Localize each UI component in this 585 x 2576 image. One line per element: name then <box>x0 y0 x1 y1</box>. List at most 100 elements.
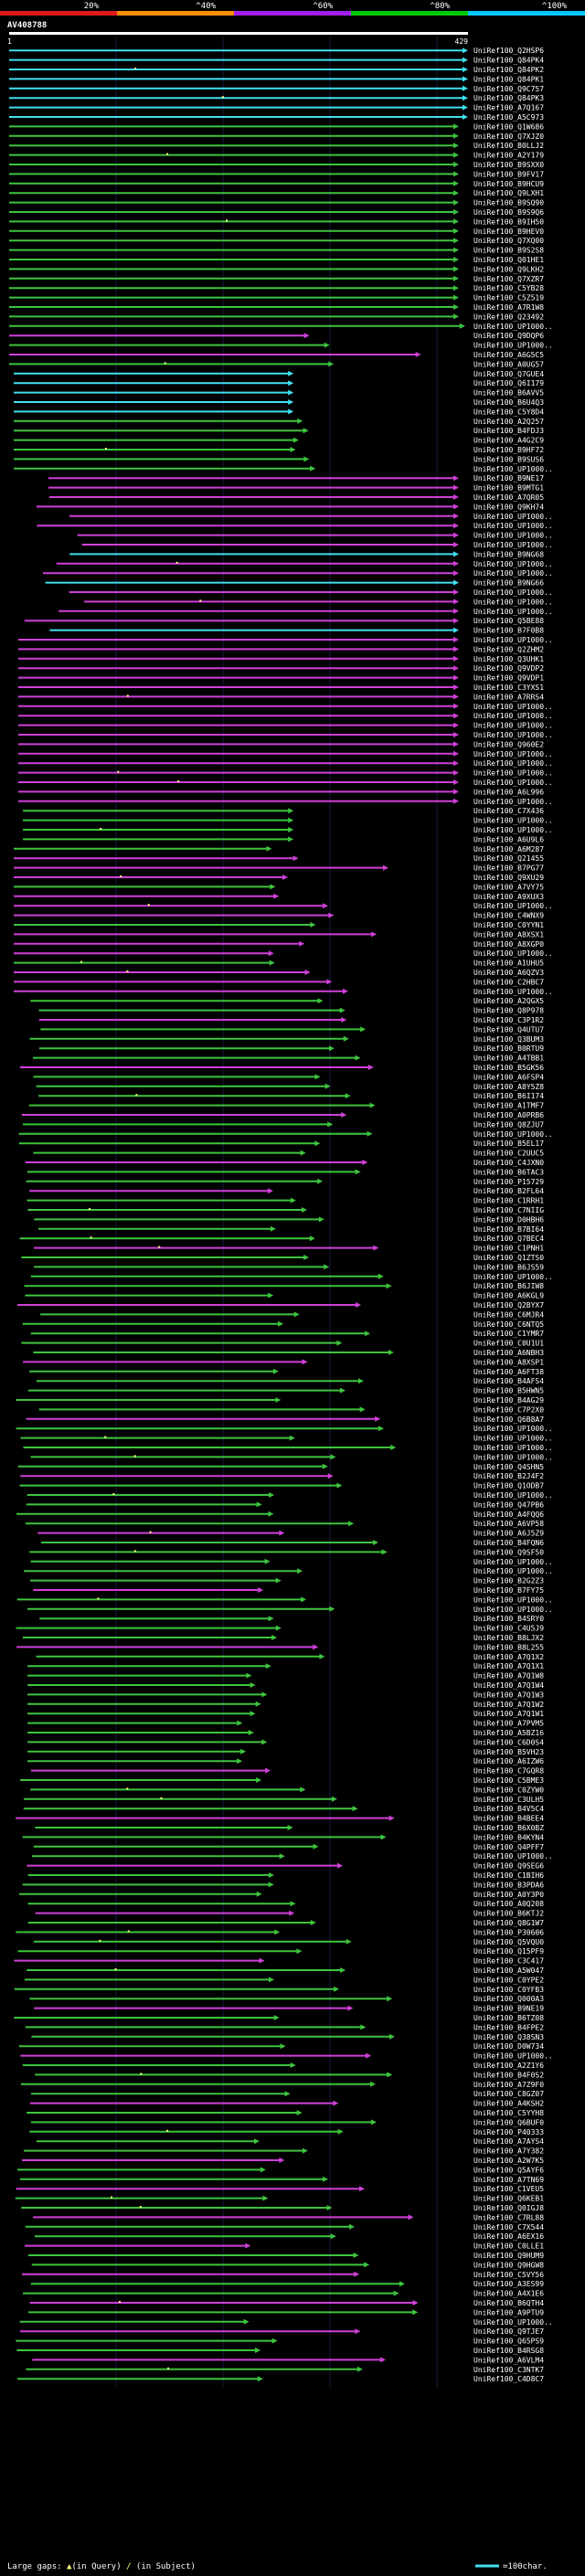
hit-label[interactable]: UniRef100_B7FY75 <box>473 1586 544 1595</box>
hit-label[interactable]: UniRef100_B3PDA6 <box>473 1881 544 1889</box>
hit-label[interactable]: UniRef100_B9HCU9 <box>473 180 544 188</box>
hit-label[interactable]: UniRef100_B6U4Q3 <box>473 398 544 407</box>
hit-label[interactable]: UniRef100_B2FL64 <box>473 1187 544 1195</box>
hit-label[interactable]: UniRef100_B5EL17 <box>473 1140 544 1148</box>
hit-label[interactable]: UniRef100_UP1000.. <box>473 949 553 958</box>
hit-label[interactable]: UniRef100_UP1000.. <box>473 1852 553 1860</box>
hit-label[interactable]: UniRef100_UP1000.. <box>473 560 553 568</box>
hit-label[interactable]: UniRef100_B4AFS4 <box>473 1377 544 1385</box>
hit-label[interactable]: UniRef100_B9HEV0 <box>473 228 544 236</box>
hit-label[interactable]: UniRef100_A4G2C9 <box>473 437 544 445</box>
hit-label[interactable]: UniRef100_B6AVV5 <box>473 389 544 398</box>
hit-label[interactable]: UniRef100_B6JS59 <box>473 1263 544 1271</box>
hit-label[interactable]: UniRef100_A7PVM5 <box>473 1720 544 1728</box>
hit-label[interactable]: UniRef100_P40333 <box>473 2128 544 2136</box>
hit-label[interactable]: UniRef100_UP1000.. <box>473 532 553 540</box>
hit-label[interactable]: UniRef100_C1YMR7 <box>473 1330 544 1338</box>
hit-label[interactable]: UniRef100_Q9TJE7 <box>473 2327 544 2336</box>
hit-label[interactable]: UniRef100_A7AYS4 <box>473 2137 544 2146</box>
hit-label[interactable]: UniRef100_P15729 <box>473 1178 544 1186</box>
hit-label[interactable]: UniRef100_A6M287 <box>473 845 544 853</box>
hit-label[interactable]: UniRef100_A3ES99 <box>473 2280 544 2288</box>
hit-label[interactable]: UniRef100_A5W047 <box>473 1966 544 1975</box>
hit-label[interactable]: UniRef100_UP1000.. <box>473 1435 553 1443</box>
hit-label[interactable]: UniRef100_Q4SHN5 <box>473 1463 544 1471</box>
hit-label[interactable]: UniRef100_C7X436 <box>473 807 544 815</box>
hit-label[interactable]: UniRef100_B4KYN4 <box>473 1833 544 1841</box>
hit-label[interactable]: UniRef100_Q2ZHM2 <box>473 645 544 653</box>
hit-label[interactable]: UniRef100_C2UUC5 <box>473 1150 544 1158</box>
hit-label[interactable]: UniRef100_C1RRH1 <box>473 1197 544 1205</box>
hit-label[interactable]: UniRef100_A2Z1Y6 <box>473 2062 544 2070</box>
hit-label[interactable]: UniRef100_UP1000.. <box>473 1130 553 1139</box>
hit-label[interactable]: UniRef100_A7Q1W4 <box>473 1681 544 1690</box>
hit-label[interactable]: UniRef100_UP1000.. <box>473 608 553 616</box>
hit-label[interactable]: UniRef100_B0RTU9 <box>473 1044 544 1053</box>
hit-label[interactable]: UniRef100_Q000A3 <box>473 1995 544 2003</box>
hit-label[interactable]: UniRef100_UP1000.. <box>473 722 553 730</box>
hit-label[interactable]: UniRef100_B7PG77 <box>473 864 544 873</box>
hit-label[interactable]: UniRef100_A7Q1W2 <box>473 1701 544 1709</box>
hit-label[interactable]: UniRef100_Q38SN3 <box>473 2033 544 2041</box>
hit-label[interactable]: UniRef100_C6MJR4 <box>473 1310 544 1319</box>
hit-label[interactable]: UniRef100_B9NG66 <box>473 579 544 588</box>
hit-label[interactable]: UniRef100_UP1000.. <box>473 712 553 720</box>
hit-label[interactable]: UniRef100_Q9XU29 <box>473 874 544 882</box>
hit-label[interactable]: UniRef100_Q8P978 <box>473 1007 544 1015</box>
hit-label[interactable]: UniRef100_Q9VDP2 <box>473 664 544 673</box>
hit-label[interactable]: UniRef100_UP1000.. <box>473 598 553 606</box>
hit-label[interactable]: UniRef100_A6FSP4 <box>473 1073 544 1081</box>
hit-label[interactable]: UniRef100_B7BI64 <box>473 1225 544 1234</box>
hit-label[interactable]: UniRef100_Q4UTU7 <box>473 1025 544 1034</box>
hit-label[interactable]: UniRef100_Q8ZJU7 <box>473 1120 544 1129</box>
hit-label[interactable]: UniRef100_A8XSX1 <box>473 930 544 938</box>
hit-label[interactable]: UniRef100_A6KGL9 <box>473 1292 544 1300</box>
hit-label[interactable]: UniRef100_A6U9L6 <box>473 835 544 843</box>
hit-label[interactable]: UniRef100_B5VH23 <box>473 1748 544 1756</box>
hit-label[interactable]: UniRef100_UP1000.. <box>473 1606 553 1614</box>
hit-label[interactable]: UniRef100_B4SRY0 <box>473 1615 544 1623</box>
hit-label[interactable]: UniRef100_B8L255 <box>473 1643 544 1651</box>
hit-label[interactable]: UniRef100_Q47PB6 <box>473 1500 544 1509</box>
hit-label[interactable]: UniRef100_B9IH50 <box>473 217 544 226</box>
hit-label[interactable]: UniRef100_Q9C757 <box>473 85 544 93</box>
hit-label[interactable]: UniRef100_Q6I179 <box>473 379 544 387</box>
hit-label[interactable]: UniRef100_A4FQQ6 <box>473 1511 544 1519</box>
hit-label[interactable]: UniRef100_A4X1E6 <box>473 2290 544 2298</box>
hit-label[interactable]: UniRef100_Q1W686 <box>473 122 544 131</box>
hit-label[interactable]: UniRef100_A6NBH3 <box>473 1349 544 1357</box>
hit-label[interactable]: UniRef100_C5Z519 <box>473 294 544 302</box>
hit-label[interactable]: UniRef100_C4WNX9 <box>473 912 544 920</box>
hit-label[interactable]: UniRef100_P30606 <box>473 1928 544 1936</box>
hit-label[interactable]: UniRef100_C7P2X0 <box>473 1405 544 1414</box>
hit-label[interactable]: UniRef100_B4AG29 <box>473 1396 544 1405</box>
hit-label[interactable]: UniRef100_Q8G1W7 <box>473 1919 544 1927</box>
hit-label[interactable]: UniRef100_A0UG57 <box>473 360 544 368</box>
hit-label[interactable]: UniRef100_A2W7K5 <box>473 2157 544 2165</box>
hit-label[interactable]: UniRef100_UP1000.. <box>473 2052 553 2061</box>
hit-label[interactable]: UniRef100_B9HF72 <box>473 446 544 454</box>
hit-label[interactable]: UniRef100_Q5VQU0 <box>473 1938 544 1946</box>
hit-label[interactable]: UniRef100_B2G2Z3 <box>473 1577 544 1585</box>
hit-label[interactable]: UniRef100_A5BZ16 <box>473 1729 544 1737</box>
hit-label[interactable]: UniRef100_B9S2S8 <box>473 247 544 255</box>
hit-label[interactable]: UniRef100_B4BEE4 <box>473 1815 544 1823</box>
hit-label[interactable]: UniRef100_B6TZ08 <box>473 2014 544 2022</box>
hit-label[interactable]: UniRef100_UP1000.. <box>473 769 553 778</box>
hit-label[interactable]: UniRef100_C6NTQ5 <box>473 1320 544 1329</box>
hit-label[interactable]: UniRef100_A7R1W8 <box>473 303 544 312</box>
hit-label[interactable]: UniRef100_B4FQN6 <box>473 1539 544 1547</box>
hit-label[interactable]: UniRef100_Q5AYF6 <box>473 2166 544 2174</box>
hit-label[interactable]: UniRef100_C0YYN1 <box>473 921 544 929</box>
hit-label[interactable]: UniRef100_C1BIH6 <box>473 1871 544 1880</box>
hit-label[interactable]: UniRef100_B9FV17 <box>473 170 544 178</box>
hit-label[interactable]: UniRef100_C1VEU5 <box>473 2185 544 2193</box>
hit-label[interactable]: UniRef100_UP1000.. <box>473 1558 553 1566</box>
hit-label[interactable]: UniRef100_UP1000.. <box>473 1453 553 1461</box>
hit-label[interactable]: UniRef100_UP1000.. <box>473 826 553 834</box>
hit-label[interactable]: UniRef100_Q84PK3 <box>473 94 544 102</box>
hit-label[interactable]: UniRef100_Q21455 <box>473 854 544 863</box>
hit-label[interactable]: UniRef100_UP1000.. <box>473 1425 553 1433</box>
hit-label[interactable]: UniRef100_B9SQ90 <box>473 199 544 207</box>
hit-label[interactable]: UniRef100_A2Q257 <box>473 418 544 426</box>
